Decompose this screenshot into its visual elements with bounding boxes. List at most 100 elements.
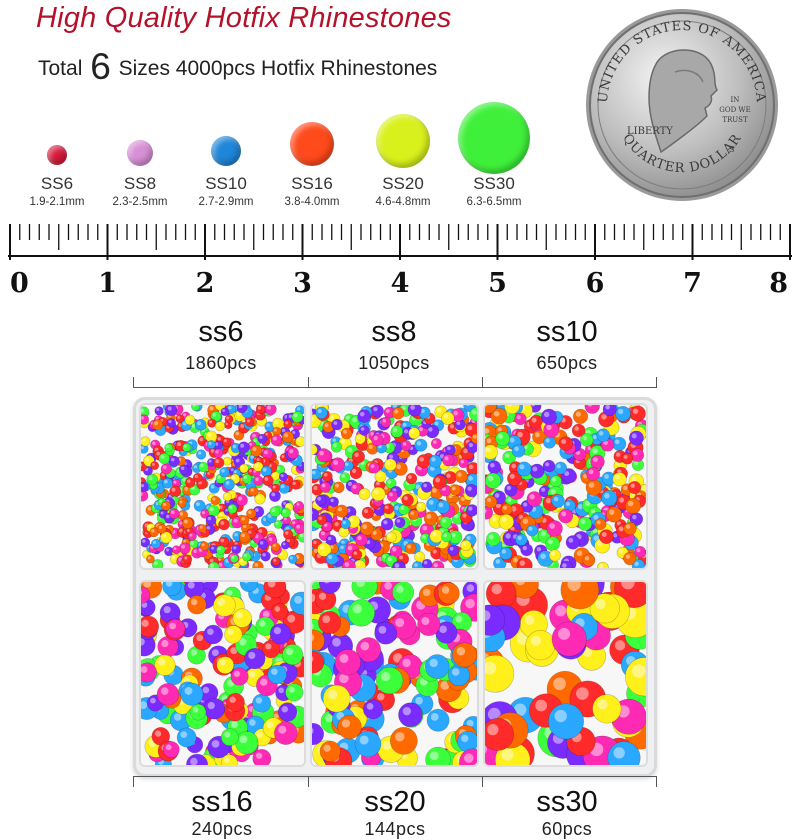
rhinestone — [141, 586, 151, 604]
rhinestone — [330, 441, 343, 453]
rhinestone — [546, 520, 563, 537]
rhinestone — [548, 703, 585, 740]
rhinestone — [289, 591, 304, 615]
rhinestone — [571, 423, 586, 438]
gem-size-label: SS30 — [473, 174, 515, 193]
rhinestone — [400, 440, 412, 451]
rhinestone — [623, 551, 637, 566]
rhinestone — [485, 444, 499, 460]
rhinestone — [325, 534, 337, 546]
gem-range-label: 6.3-6.5mm — [466, 196, 522, 208]
gem-range-label: 2.7-2.9mm — [198, 196, 254, 208]
rhinestone — [141, 662, 157, 683]
rhinestone — [242, 552, 252, 562]
rhinestone — [590, 454, 605, 469]
rhinestone — [297, 531, 304, 543]
rhinestone — [331, 418, 343, 431]
rhinestone — [236, 405, 248, 414]
rhinestone — [244, 417, 255, 427]
rhinestone — [384, 458, 397, 472]
compartment-ss6 — [139, 403, 306, 570]
rhinestone — [295, 436, 304, 447]
rhinestone — [585, 479, 603, 496]
rhinestone — [394, 516, 406, 528]
tray-size-name: ss8 — [371, 316, 417, 348]
rhinestone — [592, 694, 622, 724]
tray-size-count: 60pcs — [541, 819, 593, 839]
rhinestone — [209, 544, 219, 554]
rhinestone — [248, 486, 259, 497]
rhinestone — [205, 514, 217, 526]
rhinestone — [224, 625, 243, 644]
rhinestone — [317, 542, 332, 557]
rhinestone — [449, 484, 462, 496]
rhinestone — [414, 438, 428, 452]
rhinestone — [559, 560, 574, 568]
rhinestone — [485, 506, 494, 520]
rhinestone — [526, 491, 543, 507]
rhinestone — [625, 497, 642, 514]
rhinestone — [596, 561, 609, 568]
rhinestone — [315, 406, 328, 420]
rhinestone — [175, 414, 185, 424]
rhinestone — [271, 557, 281, 566]
rhinestone — [182, 442, 192, 452]
rhinestone — [551, 494, 565, 508]
rhinestone — [615, 405, 631, 422]
rhinestone — [374, 621, 398, 645]
tray-size-name: ss20 — [364, 786, 426, 818]
subtitle-suffix: Sizes 4000pcs Hotfix Rhinestones — [118, 57, 438, 80]
rhinestone — [212, 440, 223, 451]
rhinestone — [203, 698, 226, 720]
rhinestone — [261, 639, 281, 659]
ruler-label: 1 — [98, 268, 117, 298]
rhinestone — [316, 448, 331, 463]
rhinestone — [628, 430, 644, 446]
rhinestone — [447, 421, 461, 435]
rhinestone — [507, 471, 522, 486]
rhinestone — [429, 529, 444, 544]
rhinestone — [347, 599, 376, 627]
rhinestone — [219, 467, 230, 478]
rhinestone — [270, 434, 283, 447]
rhinestone — [164, 443, 174, 453]
rhinestone — [511, 444, 526, 458]
rhinestone — [354, 533, 368, 547]
rhinestone — [631, 458, 645, 471]
rhinestone — [358, 488, 371, 500]
compartment-ss30 — [483, 580, 648, 767]
rhinestone — [386, 490, 399, 502]
rhinestone — [184, 582, 205, 599]
rhinestone — [560, 582, 600, 610]
rhinestone-tray — [133, 397, 657, 777]
rhinestone — [252, 749, 272, 765]
rhinestone — [543, 421, 560, 438]
rhinestone — [485, 718, 515, 751]
rhinestone — [260, 465, 272, 477]
ruler-label: 0 — [10, 268, 29, 298]
rhinestone — [271, 602, 289, 620]
rhinestone — [426, 708, 450, 732]
rhinestone — [158, 452, 171, 465]
rhinestone — [390, 425, 404, 438]
tray-size-name: ss16 — [191, 786, 253, 818]
gem-size-label: SS6 — [40, 174, 74, 193]
rhinestone — [390, 613, 417, 640]
rhinestone — [272, 417, 284, 430]
rhinestone — [464, 483, 477, 498]
rhinestone — [526, 524, 539, 537]
rhinestone — [516, 557, 533, 568]
compartment-ss20 — [310, 580, 479, 767]
rhinestone — [515, 533, 528, 546]
rhinestone — [166, 418, 177, 428]
rhinestone — [340, 518, 351, 530]
rhinestone — [168, 508, 180, 520]
rhinestone — [529, 463, 545, 479]
gem-range-label: 3.8-4.0mm — [284, 196, 340, 208]
compartment-ss10 — [483, 403, 648, 570]
rhinestone — [250, 444, 263, 457]
rhinestone — [257, 539, 269, 550]
rhinestone — [621, 452, 634, 465]
rhinestone — [355, 637, 381, 663]
rhinestone — [354, 730, 382, 758]
